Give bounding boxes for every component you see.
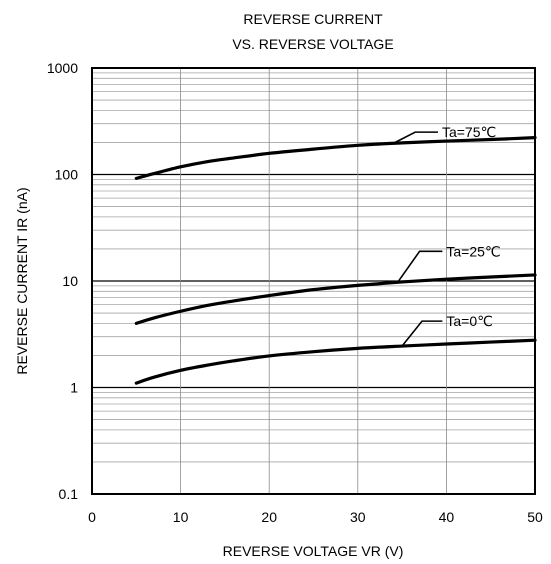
x-tick-label: 30 bbox=[350, 509, 366, 525]
x-tick-label: 0 bbox=[88, 509, 96, 525]
series-group bbox=[134, 136, 537, 385]
x-tick-label: 40 bbox=[439, 509, 455, 525]
x-tick-labels: 0 10 20 30 40 50 bbox=[88, 509, 543, 525]
series-line-0 bbox=[134, 136, 537, 180]
annotation-label-0: Ta=75℃ bbox=[442, 124, 496, 140]
y-axis-label: REVERSE CURRENT IR (nA) bbox=[14, 187, 30, 374]
series-line-2 bbox=[134, 338, 537, 385]
chart-title-line2: VS. REVERSE VOLTAGE bbox=[232, 36, 393, 52]
y-tick-label: 1 bbox=[70, 380, 78, 396]
x-tick-label: 20 bbox=[261, 509, 277, 525]
y-tick-label: 1000 bbox=[47, 60, 78, 76]
plot-frame bbox=[91, 67, 536, 495]
annotation-leader-2 bbox=[401, 320, 443, 347]
series-line-1 bbox=[134, 273, 537, 325]
annotations-group: Ta=75℃ Ta=25℃ Ta=0℃ bbox=[392, 124, 501, 347]
y-tick-label: 0.1 bbox=[59, 486, 79, 502]
x-axis-label: REVERSE VOLTAGE VR (V) bbox=[223, 543, 404, 559]
y-tick-labels: 1000 100 10 1 0.1 bbox=[47, 60, 78, 502]
y-tick-label: 10 bbox=[62, 273, 78, 289]
y-tick-label: 100 bbox=[55, 167, 79, 183]
annotation-label-2: Ta=0℃ bbox=[446, 313, 492, 329]
annotation-leader-0 bbox=[392, 131, 438, 145]
annotation-leader-1 bbox=[397, 250, 443, 283]
annotation-label-1: Ta=25℃ bbox=[446, 243, 500, 259]
x-tick-label: 50 bbox=[527, 509, 543, 525]
x-tick-label: 10 bbox=[173, 509, 189, 525]
chart-title-line1: REVERSE CURRENT bbox=[243, 11, 383, 27]
